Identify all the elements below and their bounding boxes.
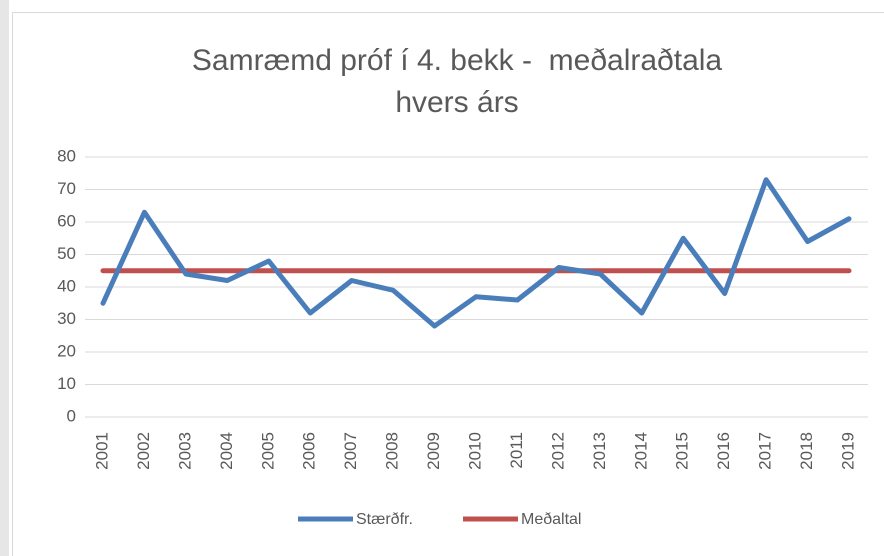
y-tick-label: 40: [57, 276, 76, 295]
y-tick-label: 0: [67, 406, 76, 425]
x-tick-label: 2010: [465, 432, 484, 470]
y-tick-label: 60: [57, 211, 76, 230]
y-tick-label: 30: [57, 309, 76, 328]
x-tick-label: 2002: [134, 432, 153, 470]
x-tick-label: 2005: [258, 432, 277, 470]
chart-title: Samræmd próf í 4. bekk - meðalraðtala: [192, 44, 723, 77]
y-tick-label: 50: [57, 244, 76, 263]
y-tick-label: 10: [57, 374, 76, 393]
x-tick-label: 2004: [217, 432, 236, 470]
x-tick-label: 2017: [756, 432, 775, 470]
x-tick-label: 2018: [797, 432, 816, 470]
x-tick-label: 2009: [424, 432, 443, 470]
y-tick-label: 70: [57, 179, 76, 198]
x-tick-label: 2019: [838, 432, 857, 470]
x-tick-label: 2012: [548, 432, 567, 470]
chart-title: hvers árs: [395, 86, 518, 119]
series-line: [100, 177, 852, 329]
x-tick-label: 2013: [590, 432, 609, 470]
legend-label: Stærðfr.: [356, 511, 413, 528]
x-tick-label: 2001: [92, 432, 111, 470]
x-tick-label: 2008: [383, 432, 402, 470]
x-tick-label: 2003: [175, 432, 194, 470]
chart-frame: [12, 12, 884, 556]
x-tick-label: 2007: [341, 432, 360, 470]
side-bar: [0, 0, 9, 556]
x-tick-label: 2014: [631, 432, 650, 470]
x-tick-label: 2006: [300, 432, 319, 470]
x-tick-label: 2016: [714, 432, 733, 470]
legend-label: Meðaltal: [521, 511, 581, 528]
y-tick-label: 80: [57, 146, 76, 165]
y-tick-label: 20: [57, 341, 76, 360]
x-tick-label: 2015: [673, 432, 692, 470]
x-tick-label: 2011: [507, 432, 526, 469]
